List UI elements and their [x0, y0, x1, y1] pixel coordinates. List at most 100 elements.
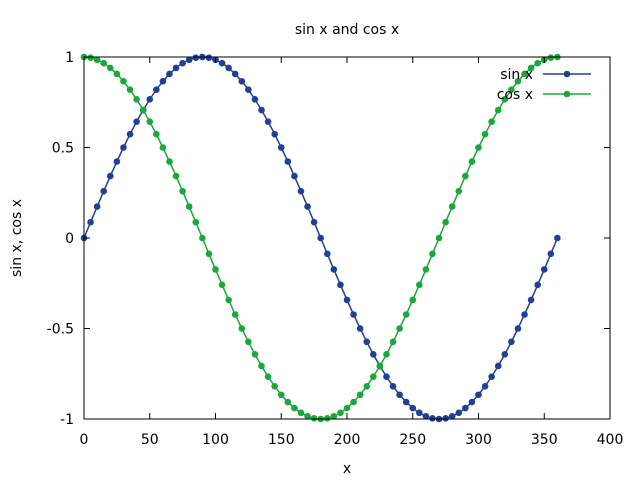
data-point — [100, 187, 108, 195]
data-point — [534, 59, 541, 67]
data-point — [139, 106, 147, 114]
data-point — [277, 144, 285, 151]
data-point — [185, 56, 193, 64]
data-point — [494, 362, 502, 370]
data-point — [126, 86, 134, 94]
data-point — [494, 106, 502, 114]
data-point — [402, 398, 410, 406]
ticks-layer: 0 50 100 150 200 250 300 350 400 -1 -0.5 0 0.5 1 — [47, 50, 624, 448]
data-point — [363, 382, 371, 390]
data-point — [120, 77, 127, 85]
data-point — [205, 250, 213, 258]
x-tick-label: 300 — [465, 432, 492, 448]
data-point — [284, 158, 292, 165]
data-point — [192, 54, 200, 61]
data-point — [291, 172, 298, 180]
data-point — [547, 54, 555, 61]
data-point — [389, 382, 397, 390]
data-point — [297, 187, 305, 195]
x-tick-label: 350 — [531, 432, 558, 448]
data-point — [192, 218, 200, 226]
data-point — [153, 86, 160, 94]
data-point — [251, 351, 259, 358]
data-point — [264, 373, 272, 380]
data-point — [238, 77, 246, 85]
data-point — [120, 144, 127, 151]
plot-frame — [83, 56, 611, 420]
data-point — [501, 351, 509, 358]
data-point — [370, 373, 377, 380]
series-sin-x — [80, 53, 561, 423]
data-point — [172, 64, 180, 72]
data-point — [554, 234, 561, 242]
data-point — [310, 218, 318, 226]
data-point — [245, 86, 252, 94]
data-point — [245, 338, 252, 346]
data-point — [527, 64, 535, 72]
y-tick-label: 1 — [65, 50, 74, 66]
data-point — [107, 64, 114, 72]
data-point — [297, 409, 305, 417]
data-point — [146, 118, 154, 125]
data-point — [225, 64, 232, 72]
data-point — [422, 266, 430, 273]
x-tick-label: 50 — [141, 432, 159, 448]
data-point — [488, 118, 495, 125]
data-point — [402, 311, 410, 318]
data-point — [514, 325, 522, 332]
x-axis-label: x — [343, 461, 351, 477]
data-point — [376, 362, 384, 370]
data-point — [166, 70, 173, 78]
data-point — [448, 203, 456, 210]
y-tick-label: 0 — [65, 231, 74, 247]
data-point — [133, 118, 140, 125]
data-point — [264, 118, 272, 125]
data-point — [350, 398, 357, 406]
data-point — [488, 373, 495, 380]
data-point — [87, 54, 94, 61]
data-point — [277, 391, 285, 399]
data-point — [547, 250, 555, 258]
data-point — [317, 234, 325, 242]
data-point — [146, 96, 154, 103]
legend-marker — [563, 70, 571, 78]
data-point — [481, 382, 489, 390]
data-point — [231, 311, 239, 318]
data-point — [205, 54, 213, 61]
y-tick-label: -1 — [60, 412, 74, 428]
data-point — [508, 338, 515, 346]
data-point — [238, 325, 246, 332]
data-point — [218, 281, 226, 289]
data-point — [527, 296, 535, 304]
data-point — [396, 325, 403, 332]
data-point — [271, 382, 278, 390]
data-point — [185, 203, 193, 210]
data-point — [330, 412, 338, 420]
data-point — [521, 311, 528, 318]
y-tick-label: 0.5 — [52, 141, 74, 157]
x-tick-label: 150 — [268, 432, 295, 448]
data-point — [540, 266, 548, 273]
data-point — [343, 404, 351, 412]
data-point — [159, 144, 167, 151]
data-point — [153, 130, 160, 138]
x-tick-label: 200 — [334, 432, 361, 448]
data-point — [475, 391, 482, 399]
data-point — [429, 250, 436, 258]
data-point — [179, 187, 186, 195]
data-point — [304, 203, 311, 210]
data-point — [383, 351, 390, 358]
data-point — [416, 281, 423, 289]
data-point — [475, 144, 482, 151]
data-point — [172, 172, 180, 180]
data-point — [310, 415, 318, 422]
data-point — [126, 130, 134, 138]
data-point — [363, 338, 371, 346]
y-tick-label: -0.5 — [47, 322, 74, 338]
data-point — [323, 250, 331, 258]
data-point — [429, 415, 436, 422]
data-point — [179, 59, 186, 67]
x-tick-label: 400 — [597, 432, 624, 448]
data-point — [481, 130, 489, 138]
